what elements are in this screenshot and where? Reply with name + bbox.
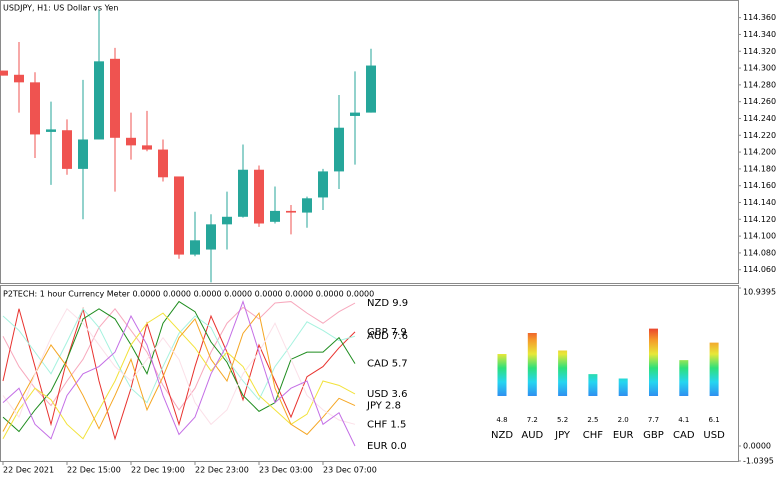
candle-body [222, 216, 232, 225]
candle-body [334, 127, 344, 172]
y-tick-label: 114.160 [743, 181, 776, 190]
candle-body [62, 130, 72, 169]
candle-body [0, 70, 8, 76]
meter-value: 5.2 [557, 416, 568, 424]
candle-body [350, 112, 360, 116]
currency-label: NZD 9.9 [367, 298, 408, 309]
currency-line [2, 300, 356, 447]
meter-label: AUD [521, 430, 543, 441]
meter-label: JPY [554, 430, 571, 441]
y-tick-label: 114.140 [743, 198, 776, 207]
currency-line [2, 306, 356, 441]
candle-body [366, 65, 376, 113]
meter-label: USD [703, 430, 725, 441]
indicator-title: P2TECH: 1 hour Currency Meter 0.0000 0.0… [3, 290, 374, 299]
y-tick-label: 114.080 [743, 248, 776, 257]
y-tick-label: 0.0000 [743, 441, 771, 450]
meter-value: 2.5 [587, 416, 598, 424]
candle-body [270, 210, 280, 222]
meter-bar [649, 328, 658, 396]
meter-label: EUR [613, 430, 634, 441]
y-tick-label: 114.300 [743, 64, 776, 73]
candle-body [238, 169, 248, 217]
meter-bar [527, 333, 537, 396]
price-panel [0, 0, 739, 284]
candle-body [14, 74, 24, 83]
y-tick-label: 114.360 [743, 13, 776, 22]
meter-label: CAD [673, 430, 695, 441]
y-tick-label: 10.9395 [743, 288, 776, 297]
meter-bar [679, 360, 689, 396]
candle-body [286, 210, 296, 213]
candle-body [174, 176, 184, 255]
currency-label: JPY 2.8 [366, 401, 401, 412]
currency-label: EUR 0.0 [367, 441, 407, 452]
currency-label: GBP 7.9 [367, 327, 407, 338]
y-tick-label: 114.120 [743, 215, 776, 224]
meter-value: 7.2 [527, 416, 538, 424]
candle-body [302, 198, 312, 213]
meter-bar [618, 378, 628, 396]
meter-label: NZD [491, 430, 513, 441]
meter-value: 4.1 [678, 416, 689, 424]
meter-value: 7.7 [648, 416, 659, 424]
meter-bar [497, 354, 507, 396]
candle-body [158, 149, 168, 178]
y-tick-label: 114.240 [743, 114, 776, 123]
chart-title: USDJPY, H1: US Dollar vs Yen [3, 4, 118, 13]
y-tick-label: 114.180 [743, 164, 776, 173]
meter-value: 2.0 [618, 416, 629, 424]
candle-body [46, 129, 56, 132]
indicator-panel [0, 285, 739, 462]
y-tick-label: 114.320 [743, 47, 776, 56]
meter-bar [558, 350, 568, 396]
y-tick-label: 114.340 [743, 30, 776, 39]
y-tick-label: 114.280 [743, 80, 776, 89]
y-tick-label: 114.200 [743, 148, 776, 157]
meter-bar [588, 374, 598, 396]
y-tick-label: 114.220 [743, 131, 776, 140]
y-tick-label: 114.100 [743, 232, 776, 241]
currency-line [2, 307, 356, 426]
x-tick-label: 23 Dec 07:00 [323, 466, 377, 475]
currency-line [2, 312, 356, 440]
x-tick-label: 23 Dec 03:00 [259, 466, 313, 475]
candle-body [142, 145, 152, 150]
meter-label: GBP [643, 430, 664, 441]
candle-body [126, 137, 136, 146]
x-tick-label: 22 Dec 19:00 [131, 466, 185, 475]
candle-body [110, 58, 120, 138]
currency-label: USD 3.6 [367, 389, 407, 400]
candle-body [78, 139, 88, 169]
meter-value: 4.8 [496, 416, 507, 424]
currency-line [2, 301, 356, 411]
candle-body [254, 169, 264, 224]
currency-line [2, 300, 356, 433]
meter-label: CHF [583, 430, 604, 441]
x-tick-label: 22 Dec 2021 [3, 466, 54, 475]
candle-body [318, 171, 328, 198]
candle-body [206, 224, 216, 250]
candle-body [190, 240, 200, 255]
y-tick-label: -1.0395 [743, 457, 774, 466]
currency-label: CAD 5.7 [367, 359, 408, 370]
currency-line [2, 311, 356, 436]
y-tick-label: 114.260 [743, 97, 776, 106]
currency-label: CHF 1.5 [367, 419, 406, 430]
meter-value: 6.1 [709, 416, 720, 424]
x-tick-label: 22 Dec 23:00 [195, 466, 249, 475]
y-tick-label: 114.060 [743, 265, 776, 274]
currency-line [2, 307, 356, 404]
candle-body [94, 61, 104, 140]
x-tick-label: 22 Dec 15:00 [67, 466, 121, 475]
candle-body [30, 82, 40, 135]
currency-label: AUD 7.6 [367, 331, 408, 342]
meter-bar [709, 342, 719, 396]
